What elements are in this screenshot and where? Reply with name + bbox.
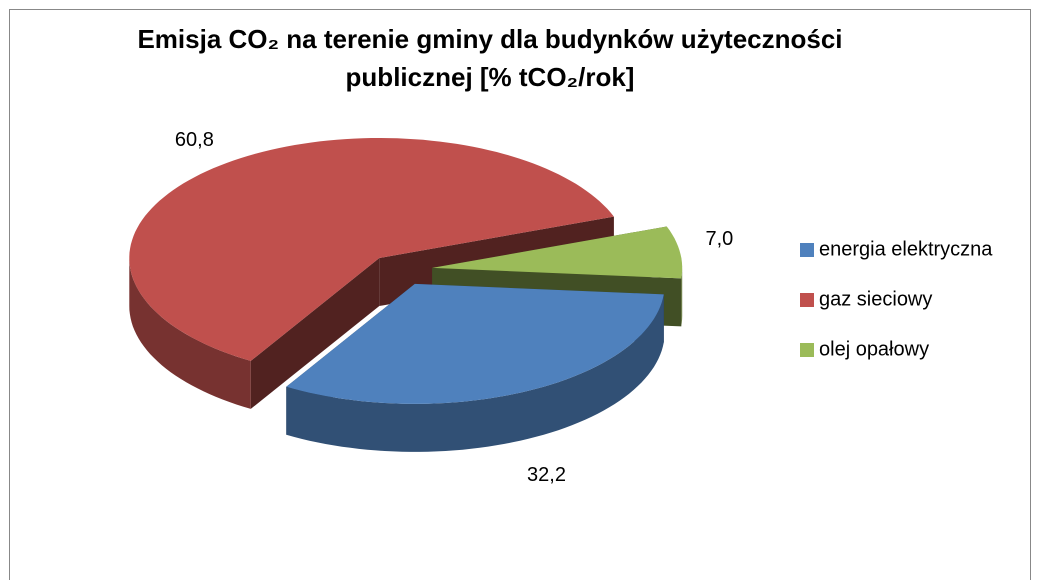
slice-top [432, 226, 683, 279]
slice-top [286, 283, 664, 404]
legend-swatch [800, 243, 814, 257]
chart-title: Emisja CO₂ na terenie gminy dla budynków… [137, 24, 843, 92]
slice [286, 283, 664, 452]
chart-frame [9, 9, 1031, 580]
legend-label: olej opałowy [819, 338, 929, 360]
data-label: 7,0 [705, 228, 733, 250]
slice-side [129, 258, 251, 409]
data-label: 60,8 [175, 129, 214, 151]
legend-swatch [800, 343, 814, 357]
slice-side [286, 294, 664, 452]
legend-swatch [800, 293, 814, 307]
legend-label: energia elektryczna [819, 238, 993, 260]
slice-side [250, 258, 380, 409]
slice-top [129, 138, 614, 361]
legend-label: gaz sieciowy [819, 288, 932, 310]
slice-side [681, 267, 683, 327]
data-label: 32,2 [527, 464, 566, 486]
